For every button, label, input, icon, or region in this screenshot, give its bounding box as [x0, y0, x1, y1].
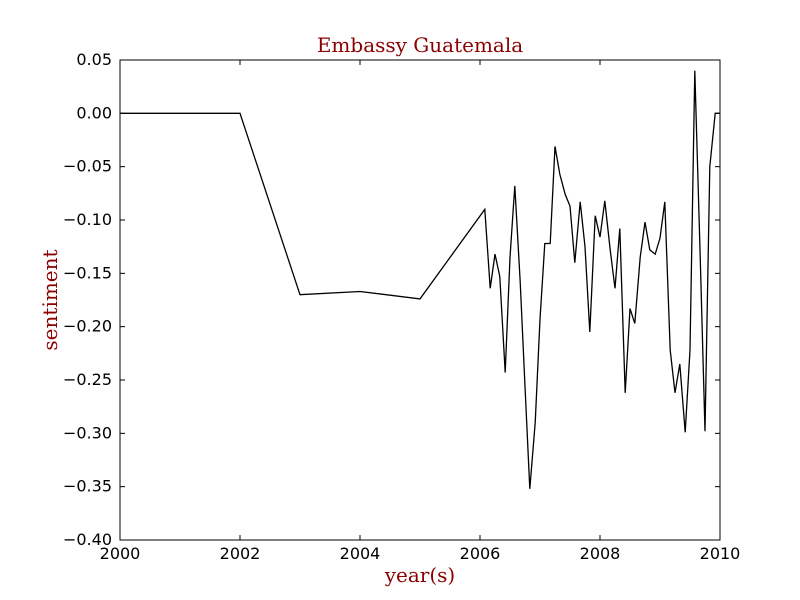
y-tick-label: −0.35 [63, 477, 112, 496]
y-tick-label: −0.30 [63, 423, 112, 442]
x-tick-label: 2002 [220, 544, 261, 563]
plot-area [120, 70, 720, 489]
x-tick-label: 2000 [100, 544, 141, 563]
series-line [120, 70, 720, 489]
y-tick-label: −0.40 [63, 530, 112, 549]
axes: 2000 2002 2004 2006 2008 2010 0.05 0.00 −0.05 −0.… [63, 50, 740, 563]
y-tick-label: −0.20 [63, 317, 112, 336]
y-tick-label: −0.05 [63, 157, 112, 176]
x-axis-label: year(s) [384, 563, 456, 587]
x-tick-label: 2004 [340, 544, 381, 563]
x-tick-label: 2008 [580, 544, 621, 563]
y-axis-label: sentiment [38, 249, 62, 350]
y-tick-label: 0.05 [76, 50, 112, 69]
x-tick-label: 2006 [460, 544, 501, 563]
y-tick-label: −0.15 [63, 263, 112, 282]
y-tick-label: 0.00 [76, 103, 112, 122]
chart-title: Embassy Guatemala [317, 33, 523, 57]
x-tick-label: 2010 [700, 544, 741, 563]
plot-frame [119, 59, 721, 541]
y-tick-label: −0.25 [63, 370, 112, 389]
y-tick-label: −0.10 [63, 210, 112, 229]
